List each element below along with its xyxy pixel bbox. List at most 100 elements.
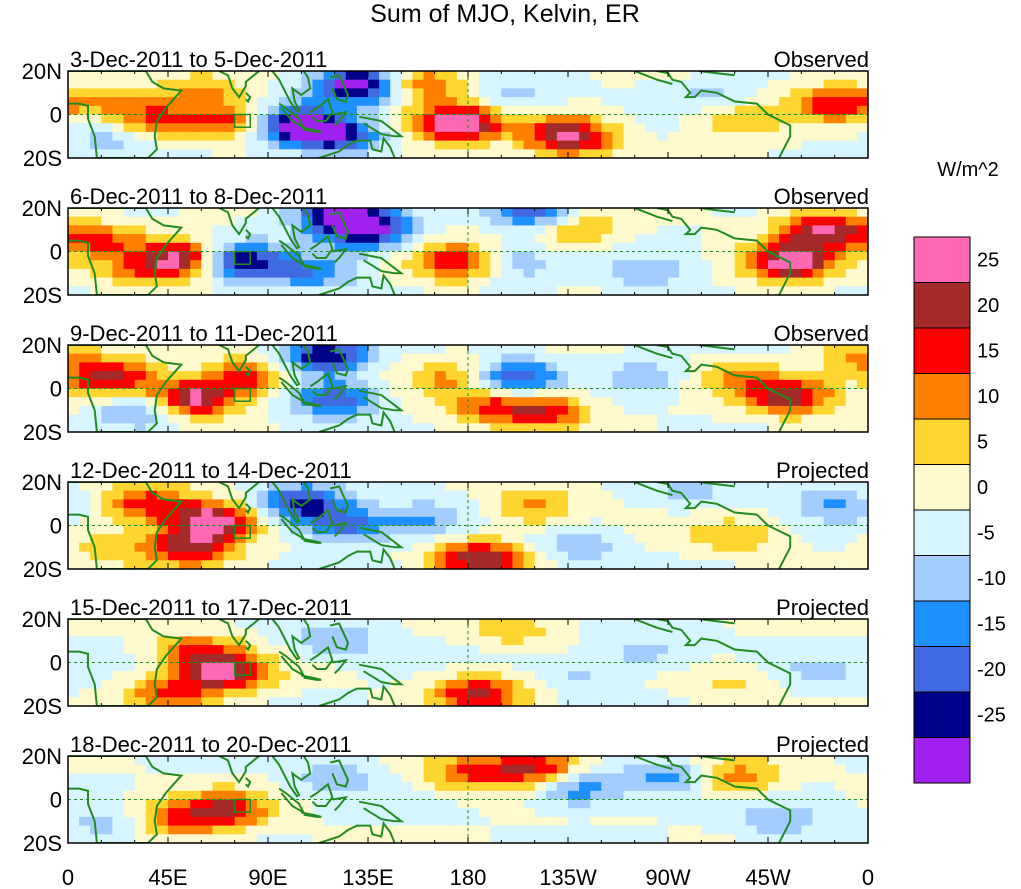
field-cell [701,499,714,509]
field-cell [190,268,202,279]
field-cell [256,834,269,843]
field-cell [168,260,180,270]
field-cell [68,764,80,774]
field-cell [112,619,125,629]
field-cell [690,764,702,774]
field-cell [734,808,747,818]
field-cell [145,71,158,81]
field-cell [279,397,291,407]
field-cell [490,414,502,424]
field-cell [545,560,558,569]
field-cell [279,697,291,706]
field-cell [256,123,269,133]
field-cell [479,688,491,698]
field-cell [356,260,369,270]
field-cell [434,825,447,835]
field-cell [568,88,580,98]
field-cell [379,697,391,706]
field-cell [734,799,747,809]
field-cell [434,808,447,818]
field-cell [101,97,114,107]
field-cell [212,345,225,355]
field-cell [156,97,169,107]
field-cell [779,542,791,553]
field-cell [656,482,669,492]
field-cell [223,619,236,629]
field-cell [301,790,314,801]
field-cell [856,499,868,509]
field-cell [101,114,114,124]
field-cell [279,490,291,500]
field-cell [323,79,336,89]
field-cell [856,277,868,287]
field-cell [279,97,291,107]
field-cell [545,268,558,279]
field-cell [645,688,658,698]
field-cell [712,131,725,142]
field-cell [745,671,758,681]
field-cell [656,534,669,544]
field-cell [679,353,691,363]
y-tick-label: 20S [23,283,62,308]
field-cell [279,808,291,818]
field-cell [334,362,347,372]
field-cell [612,423,625,432]
field-cell [423,71,436,81]
field-cell [456,268,469,279]
field-cell [856,534,868,544]
field-cell [479,149,491,158]
field-cell [334,482,347,492]
field-cell [823,260,836,270]
field-cell [479,825,491,835]
field-cell [379,371,391,381]
field-cell [234,414,247,424]
field-cell [645,423,658,432]
coastline [656,482,792,569]
field-cell [790,697,802,706]
field-cell [412,679,425,690]
field-cell [323,679,336,690]
field-cell [623,482,636,492]
field-cell [268,560,280,569]
field-cell [123,97,136,107]
coastline [309,97,334,122]
y-tick-label: 0 [50,651,62,676]
field-cell [423,482,436,492]
field-cell [779,834,791,843]
field-cell [745,834,758,843]
field-cell [123,234,136,244]
field-cell [412,260,425,270]
field-cell [256,405,269,416]
field-cell [345,782,358,792]
field-cell [401,662,414,672]
field-cell [623,149,636,158]
field-cell [123,286,136,295]
field-cell [190,697,202,706]
field-cell [279,149,291,158]
field-cell [423,645,436,655]
field-cell [623,799,636,809]
field-cell [601,808,614,818]
field-cell [445,379,458,390]
field-cell [323,534,336,544]
field-cell [90,379,102,390]
field-cell [856,71,868,81]
field-cell [301,773,314,783]
field-cell [256,764,269,774]
field-cell [179,688,191,698]
field-cell [379,662,391,672]
field-cell [579,405,591,416]
field-cell [223,277,236,287]
field-cell [779,251,791,261]
field-cell [845,88,858,98]
field-cell [312,525,325,535]
coastline [332,795,349,812]
field-cell [834,688,847,698]
field-cell [623,560,636,569]
field-cell [468,627,480,637]
field-cell [701,560,714,569]
field-cell [268,671,280,681]
field-cell [256,88,269,98]
field-cell [745,534,758,544]
field-cell [623,97,636,107]
